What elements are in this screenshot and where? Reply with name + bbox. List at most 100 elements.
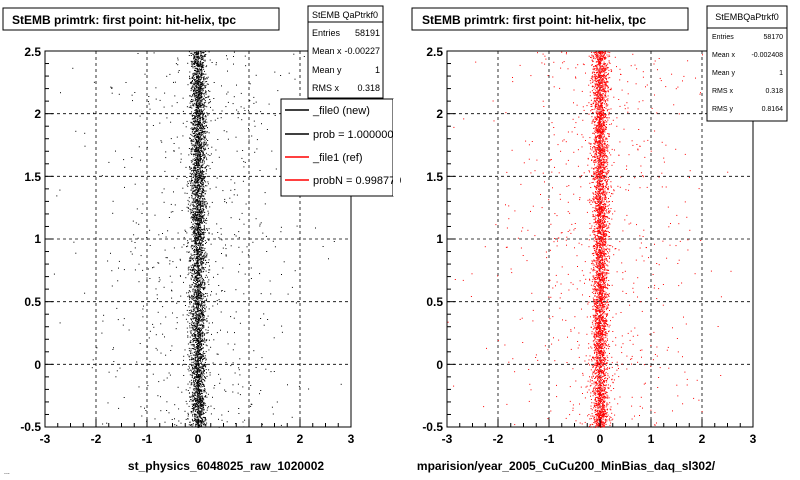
left-data-point xyxy=(196,86,198,88)
left-data-point xyxy=(198,162,200,164)
left-data-point xyxy=(204,302,206,304)
left-data-point xyxy=(195,106,197,108)
left-data-point xyxy=(195,235,197,237)
left-data-point xyxy=(203,369,204,371)
left-data-point xyxy=(202,182,204,184)
left-data-point xyxy=(197,277,198,279)
left-data-point xyxy=(202,114,204,116)
left-data-point xyxy=(198,346,200,348)
left-data-point xyxy=(200,176,202,178)
left-data-point xyxy=(198,341,200,343)
left-data-point xyxy=(193,91,195,93)
left-data-point xyxy=(201,93,202,95)
left-data-point xyxy=(253,120,255,122)
left-data-point xyxy=(200,304,202,306)
left-data-point xyxy=(197,133,199,135)
left-data-point xyxy=(207,210,209,212)
left-data-point xyxy=(202,114,204,116)
left-data-point xyxy=(195,93,197,95)
left-data-point xyxy=(198,332,200,333)
left-data-point xyxy=(201,179,202,181)
left-data-point xyxy=(207,140,209,141)
left-data-point xyxy=(203,407,205,409)
left-data-point xyxy=(192,95,194,97)
left-data-point xyxy=(201,425,203,427)
left-data-point xyxy=(198,319,200,321)
left-data-point xyxy=(193,236,195,238)
left-data-point xyxy=(195,292,197,293)
left-data-point xyxy=(188,312,190,314)
left-data-point xyxy=(194,246,196,247)
left-data-point xyxy=(138,223,140,225)
left-data-point xyxy=(201,233,203,235)
left-data-point xyxy=(265,235,267,237)
left-data-point xyxy=(84,145,86,147)
left-data-point xyxy=(193,249,195,251)
left-data-point xyxy=(224,290,226,292)
left-data-point xyxy=(234,372,236,374)
left-data-point xyxy=(199,378,201,380)
left-y-tick-label: 1 xyxy=(34,232,41,246)
left-data-point xyxy=(113,347,114,349)
left-data-point xyxy=(193,339,195,341)
left-data-point xyxy=(193,335,195,337)
left-data-point xyxy=(197,264,199,266)
left-data-point xyxy=(196,214,198,216)
left-data-point xyxy=(205,377,207,379)
left-data-point xyxy=(194,63,196,64)
left-data-point xyxy=(193,100,195,102)
left-data-point xyxy=(197,97,199,99)
left-data-point xyxy=(138,281,140,283)
left-data-point xyxy=(200,84,202,85)
left-data-point xyxy=(238,237,240,239)
left-data-point xyxy=(193,167,194,169)
left-data-point xyxy=(193,52,195,54)
left-data-point xyxy=(196,285,198,287)
left-data-point xyxy=(202,217,204,219)
left-data-point xyxy=(194,135,196,137)
left-data-point xyxy=(194,229,196,231)
left-data-point xyxy=(203,77,205,79)
left-data-point xyxy=(194,250,196,252)
left-data-point xyxy=(200,214,202,216)
left-data-point xyxy=(200,400,202,402)
left-data-point xyxy=(197,67,198,69)
left-data-point xyxy=(199,327,201,329)
left-data-point xyxy=(200,89,202,91)
left-data-point xyxy=(206,205,207,207)
left-data-point xyxy=(196,290,198,292)
left-data-point xyxy=(134,92,136,93)
left-data-point xyxy=(205,251,207,253)
left-data-point xyxy=(197,402,199,404)
left-data-point xyxy=(202,312,204,314)
left-data-point xyxy=(197,86,199,88)
left-data-point xyxy=(194,360,196,362)
left-data-point xyxy=(205,418,207,420)
left-data-point xyxy=(194,313,196,315)
left-data-point xyxy=(194,83,196,85)
left-data-point xyxy=(192,257,194,259)
left-data-point xyxy=(195,380,197,382)
left-data-point xyxy=(195,223,197,225)
left-data-point xyxy=(196,72,198,74)
left-data-point xyxy=(192,54,194,55)
left-data-point xyxy=(193,240,195,242)
left-data-point xyxy=(192,411,194,413)
left-data-point xyxy=(199,380,200,382)
left-data-point xyxy=(197,386,199,388)
left-data-point xyxy=(191,209,193,211)
left-data-point xyxy=(185,126,187,128)
left-data-point xyxy=(201,421,203,423)
left-data-point xyxy=(198,148,200,150)
left-data-point xyxy=(201,131,203,133)
left-data-point xyxy=(192,424,194,426)
left-data-point xyxy=(201,252,203,254)
left-data-point xyxy=(194,172,196,174)
left-data-point xyxy=(202,416,204,418)
left-data-point xyxy=(191,310,192,312)
left-data-point xyxy=(203,206,205,208)
left-data-point xyxy=(194,392,196,394)
left-data-point xyxy=(201,262,203,264)
left-data-point xyxy=(196,180,198,182)
left-data-point xyxy=(197,159,199,161)
